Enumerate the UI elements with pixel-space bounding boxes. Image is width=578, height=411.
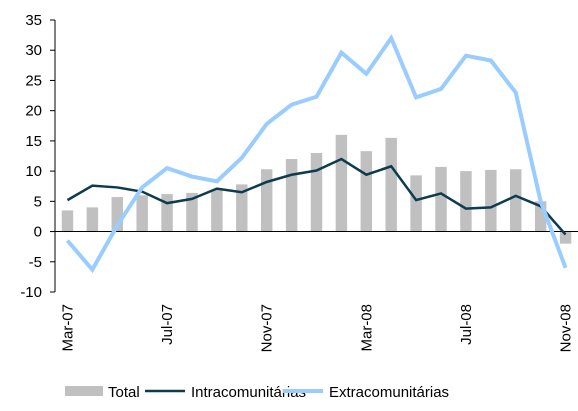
bar <box>460 171 472 232</box>
bar <box>385 137 397 232</box>
y-tick-label: -10 <box>20 284 42 301</box>
line <box>66 157 567 236</box>
bar <box>236 184 248 232</box>
bar <box>136 195 148 232</box>
y-tick-label: 35 <box>25 12 42 29</box>
x-tick-label: Nov-08 <box>558 304 575 352</box>
legend-label: Extracomunitárias <box>329 384 449 401</box>
y-tick-label: -5 <box>29 254 42 271</box>
bar <box>534 201 547 232</box>
bar <box>559 231 572 244</box>
bar <box>86 207 99 232</box>
legend-swatch <box>65 386 103 396</box>
bar <box>111 197 123 232</box>
bar <box>186 192 198 232</box>
bar <box>260 169 273 232</box>
x-tick-label: Nov-07 <box>259 304 276 352</box>
x-tick-label: Mar-07 <box>59 304 76 352</box>
legend-label: Intracomunitárias <box>191 384 306 401</box>
x-tick-label: Jul-08 <box>458 304 475 345</box>
legend-label: Total <box>108 384 140 401</box>
y-tick-label: 20 <box>25 103 42 120</box>
bar <box>360 151 373 232</box>
y-tick-label: 0 <box>34 224 42 241</box>
x-tick-label: Jul-07 <box>159 304 176 345</box>
line <box>65 34 568 274</box>
bar <box>510 169 522 232</box>
y-tick-label: 10 <box>25 163 42 180</box>
bar <box>410 175 422 232</box>
y-tick-label: 25 <box>25 72 42 89</box>
bar <box>310 152 323 232</box>
bar <box>211 189 223 232</box>
bar <box>435 166 447 232</box>
bar <box>485 169 497 232</box>
bar <box>285 159 298 232</box>
y-tick-label: 30 <box>25 42 42 59</box>
bar <box>335 134 348 232</box>
bar <box>61 210 74 232</box>
y-tick-label: 5 <box>34 193 42 210</box>
bar <box>161 194 173 232</box>
y-tick-label: 15 <box>25 133 42 150</box>
x-tick-label: Mar-08 <box>358 304 375 352</box>
